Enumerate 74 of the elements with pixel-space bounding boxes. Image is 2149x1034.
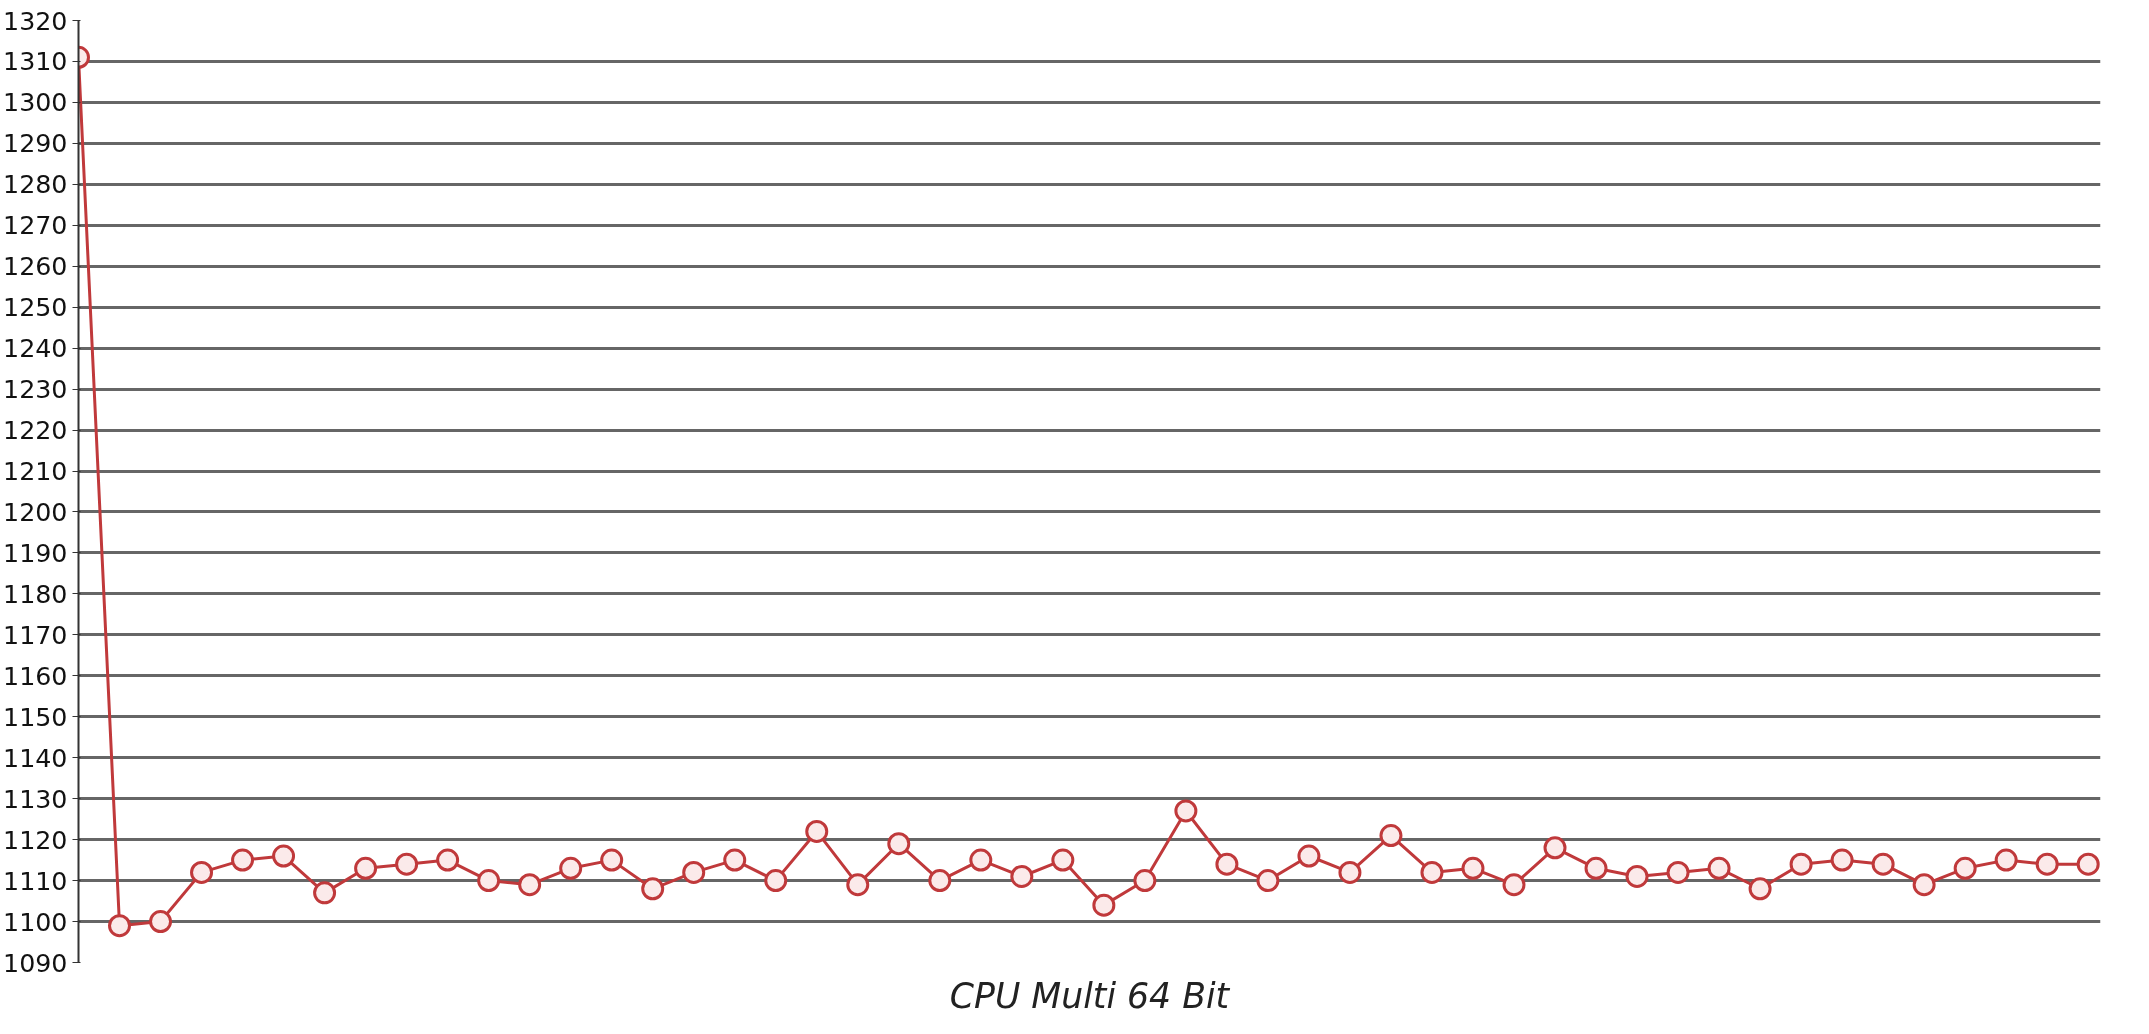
point — [1707, 856, 1731, 880]
point — [1748, 877, 1772, 901]
y-tick-label: 1220 — [3, 415, 68, 446]
y-tick-label: 1240 — [3, 333, 68, 364]
point — [1174, 799, 1198, 823]
y-tick-label: 1190 — [3, 537, 68, 568]
y-tick-label: 1290 — [3, 128, 68, 159]
point — [1051, 848, 1075, 872]
point — [354, 856, 378, 880]
point — [1871, 852, 1895, 876]
point — [1133, 869, 1157, 893]
point — [2035, 852, 2059, 876]
y-tick-label: 1170 — [3, 619, 68, 650]
point — [641, 877, 665, 901]
point — [887, 832, 911, 856]
point — [1215, 852, 1239, 876]
point — [764, 869, 788, 893]
y-tick-label: 1110 — [3, 865, 68, 896]
point — [1420, 860, 1444, 884]
point — [559, 856, 583, 880]
y-tick-label: 1160 — [3, 660, 68, 691]
y-tick-label: 1140 — [3, 742, 68, 773]
point — [1953, 856, 1977, 880]
point — [436, 848, 460, 872]
point — [1092, 893, 1116, 917]
point — [1297, 844, 1321, 868]
y-tick-label: 1090 — [3, 947, 68, 978]
y-tick-label: 1200 — [3, 496, 68, 527]
point — [1543, 836, 1567, 860]
y-tick-label: 1310 — [3, 46, 68, 77]
point — [1461, 856, 1485, 880]
point — [600, 848, 624, 872]
y-tick-label: 1230 — [3, 374, 68, 405]
point — [518, 873, 542, 897]
point — [1912, 873, 1936, 897]
y-tick-label: 1270 — [3, 210, 68, 241]
y-tick-label: 1130 — [3, 783, 68, 814]
point — [1994, 848, 2018, 872]
y-tick-label: 1280 — [3, 169, 68, 200]
point — [928, 869, 952, 893]
point — [1010, 865, 1034, 888]
point — [477, 869, 501, 893]
point — [1338, 860, 1362, 884]
point — [108, 914, 132, 938]
y-tick-label: 1120 — [3, 824, 68, 855]
point — [231, 848, 255, 872]
point — [272, 844, 296, 868]
y-tick-label: 1150 — [3, 701, 68, 732]
point — [1666, 860, 1690, 884]
point — [1584, 856, 1608, 880]
point — [846, 873, 870, 897]
point — [1789, 852, 1813, 876]
point — [805, 819, 829, 843]
point — [1625, 865, 1649, 888]
y-tick-label: 1300 — [3, 87, 68, 118]
y-tick-label: 1250 — [3, 292, 68, 323]
point — [149, 910, 173, 934]
point — [682, 860, 706, 884]
point — [313, 881, 337, 905]
point — [190, 860, 214, 884]
point — [2076, 852, 2100, 876]
y-tick-label: 1260 — [3, 251, 68, 282]
y-tick-label: 1320 — [3, 5, 68, 36]
point — [1502, 873, 1526, 897]
point — [1830, 848, 1854, 872]
point — [723, 848, 747, 872]
text: CPU Multi 64 Bit — [949, 975, 1231, 1016]
y-tick-label: 1100 — [3, 906, 68, 937]
point — [395, 852, 419, 876]
y-tick-label: 1180 — [3, 578, 68, 609]
point — [1256, 869, 1280, 893]
point — [969, 848, 993, 872]
point — [1379, 824, 1403, 848]
y-tick-label: 1210 — [3, 456, 68, 487]
